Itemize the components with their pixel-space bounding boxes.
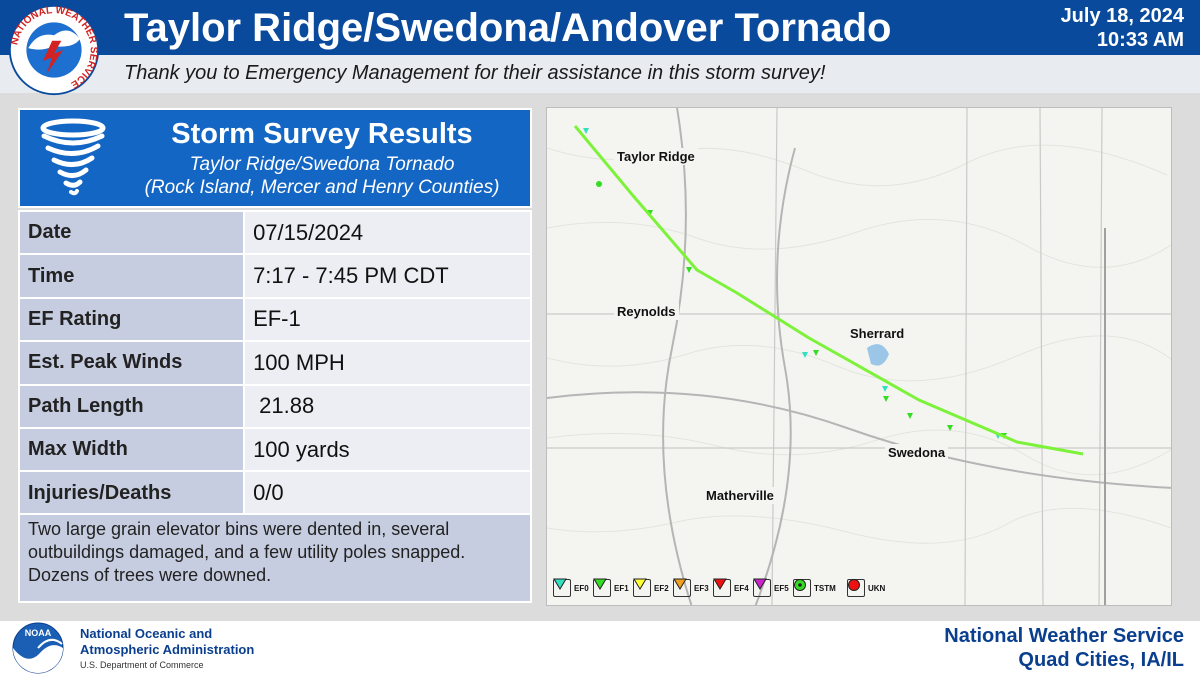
circle-icon: [847, 579, 865, 597]
damage-point-icon: [882, 386, 888, 392]
legend-ef0: EF0: [553, 578, 589, 598]
tornado-path-line: [573, 125, 1084, 456]
office-name: National Weather Service: [944, 625, 1184, 647]
thanks-message: Thank you to Emergency Management for th…: [124, 62, 826, 84]
row-label: Est. Peak Winds: [17, 340, 246, 386]
row-label: EF Rating: [17, 296, 246, 343]
office-location: Quad Cities, IA/IL: [1018, 649, 1184, 671]
row-label: Max Width: [17, 426, 246, 473]
legend-ef5: EF5: [753, 578, 789, 598]
legend-ef4: EF4: [713, 578, 749, 598]
department-name: U.S. Department of Commerce: [80, 660, 204, 670]
legend-ef3: EF3: [673, 578, 709, 598]
issue-time: 10:33 AM: [1096, 29, 1184, 51]
legend-ukn: UKN: [847, 578, 885, 598]
row-label: Date: [17, 209, 246, 256]
damage-description: Two large grain elevator bins were dente…: [18, 513, 532, 603]
table-row: Path Length 21.88: [17, 383, 532, 429]
damage-point-icon: [907, 413, 913, 419]
row-label: Path Length: [17, 383, 246, 429]
triangle-down-icon: [673, 578, 691, 597]
issue-datetime: July 18, 2024 10:33 AM: [1061, 4, 1184, 52]
results-card-title: Storm Survey Results: [171, 118, 473, 150]
row-value: EF-1: [243, 296, 532, 343]
table-row: Time 7:17 - 7:45 PM CDT: [17, 253, 532, 299]
table-row: EF Rating EF-1: [17, 296, 532, 343]
town-label: Taylor Ridge: [614, 148, 698, 165]
town-label: Swedona: [885, 444, 949, 461]
row-label: Injuries/Deaths: [17, 470, 246, 516]
row-value: 21.88: [243, 383, 532, 429]
table-row: Max Width 100 yards: [17, 426, 532, 473]
row-value: 7:17 - 7:45 PM CDT: [243, 253, 532, 299]
tornado-name: Taylor Ridge/Swedona Tornado: [189, 154, 455, 175]
town-label: Reynolds: [614, 303, 679, 320]
row-label: Time: [17, 253, 246, 299]
issue-date: July 18, 2024: [1060, 5, 1184, 27]
map-canvas: [547, 108, 1171, 605]
triangle-down-icon: [713, 578, 731, 597]
row-value: 100 yards: [243, 426, 532, 473]
counties-affected: (Rock Island, Mercer and Henry Counties): [144, 177, 500, 198]
noaa-logo-icon: NOAA: [12, 622, 64, 674]
tornado-icon: [40, 118, 106, 196]
triangle-down-icon: [633, 578, 651, 597]
legend-ef1: EF1: [593, 578, 629, 598]
damage-point-icon: [883, 396, 889, 402]
damage-point-icon: [686, 267, 692, 273]
table-row: Date 07/15/2024: [17, 209, 532, 256]
table-row: Est. Peak Winds 100 MPH: [17, 340, 532, 386]
triangle-down-icon: [753, 578, 771, 597]
legend-ef2: EF2: [633, 578, 669, 598]
damage-point-icon: [583, 128, 589, 134]
nws-logo-icon: NATIONAL WEATHER SERVICE: [8, 4, 100, 96]
town-label: Matherville: [703, 487, 777, 504]
header-bar: Taylor Ridge/Swedona/Andover Tornado Jul…: [0, 0, 1200, 55]
svg-text:NOAA: NOAA: [25, 628, 52, 638]
legend-tstm: TSTM: [793, 578, 836, 598]
damage-point-icon: [813, 350, 819, 356]
tornado-track-map[interactable]: Taylor Ridge Reynolds Sherrard Swedona M…: [546, 107, 1172, 606]
agency-name-line1: National Oceanic and: [80, 626, 213, 641]
agency-name-line2: Atmospheric Administration: [80, 642, 255, 657]
damage-point-icon: [596, 181, 602, 187]
results-card-header: Storm Survey Results Taylor Ridge/Swedon…: [18, 108, 532, 208]
circle-icon: [793, 579, 811, 597]
page-title: Taylor Ridge/Swedona/Andover Tornado: [124, 6, 892, 50]
survey-results-table: Date 07/15/2024 Time 7:17 - 7:45 PM CDT …: [17, 209, 532, 516]
row-value: 07/15/2024: [243, 209, 532, 256]
damage-point-icon: [947, 425, 953, 431]
table-row: Injuries/Deaths 0/0: [17, 470, 532, 516]
triangle-down-icon: [553, 578, 571, 597]
damage-point-icon: [802, 352, 808, 358]
subheader-bar: [0, 55, 1200, 93]
town-label: Sherrard: [847, 325, 908, 342]
row-value: 100 MPH: [243, 340, 532, 386]
row-value: 0/0: [243, 470, 532, 516]
triangle-down-icon: [593, 578, 611, 597]
